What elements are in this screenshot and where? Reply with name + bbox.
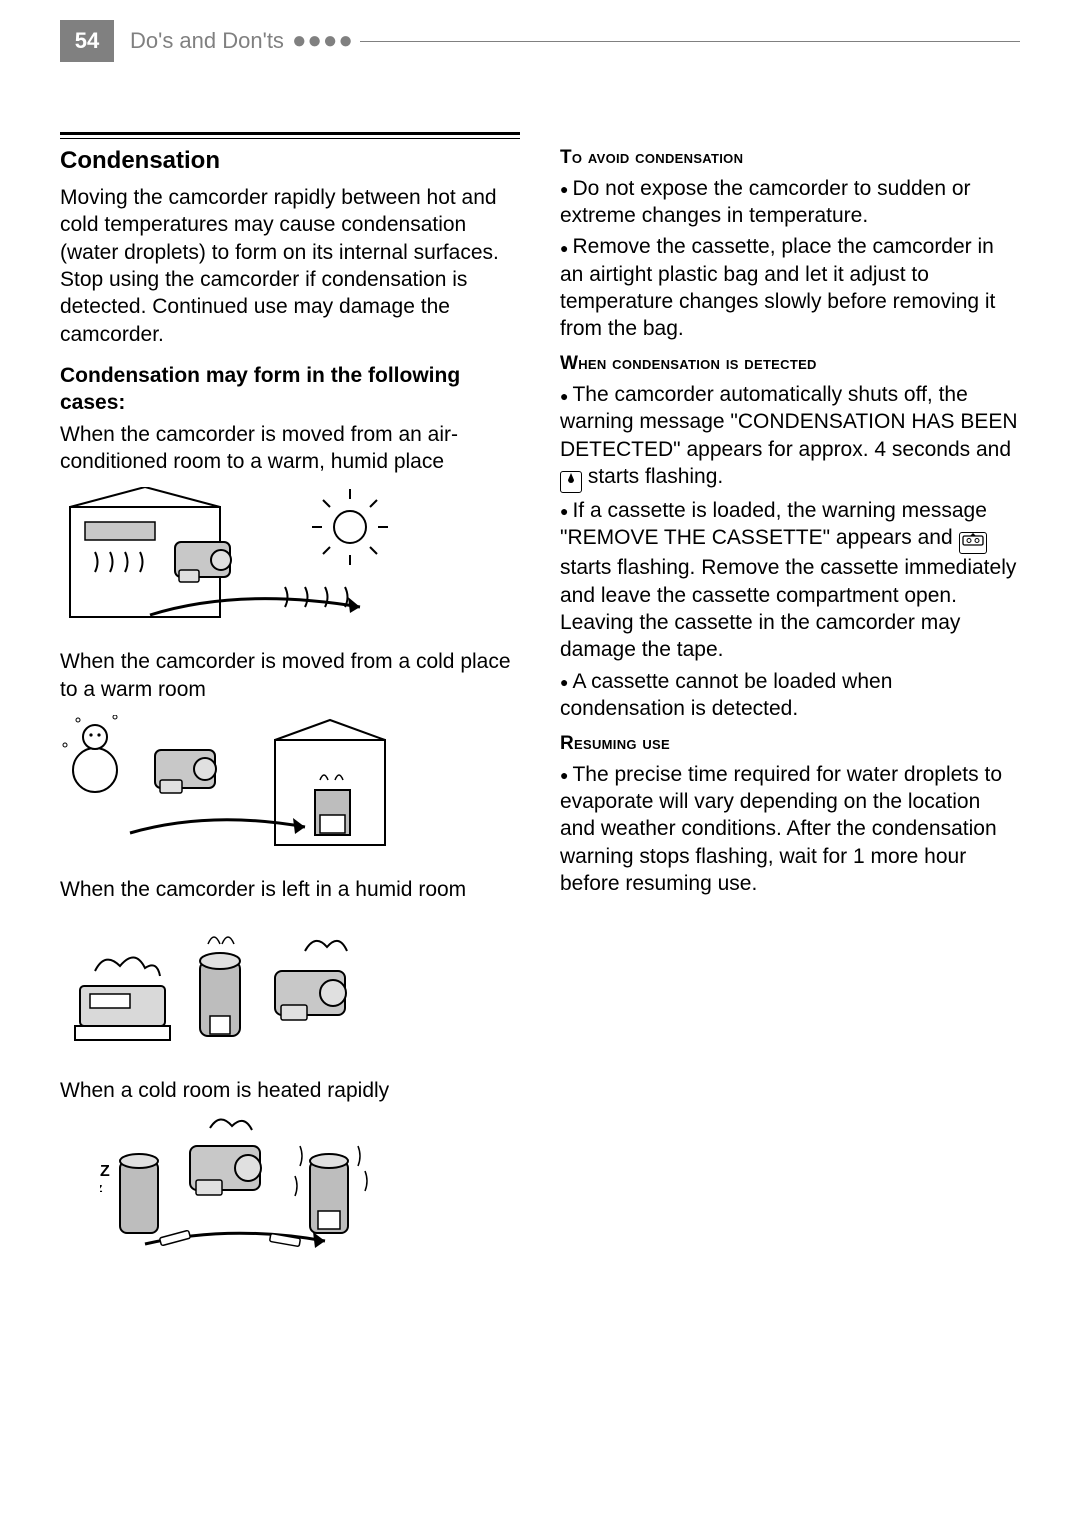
detected-3-text: A cassette cannot be loaded when condens… xyxy=(560,670,892,720)
two-column-layout: Condensation Moving the camcorder rapidl… xyxy=(60,92,1020,1274)
detected-bullet-3: ●A cassette cannot be loaded when conden… xyxy=(560,668,1020,723)
left-column: Condensation Moving the camcorder rapidl… xyxy=(60,92,520,1274)
resume-1-text: The precise time required for water drop… xyxy=(560,763,1002,895)
condensation-heading: Condensation xyxy=(60,145,520,176)
bullet-icon: ● xyxy=(560,767,568,783)
detected-2b-text: starts flashing. Remove the cassette imm… xyxy=(560,556,1016,661)
bullet-icon: ● xyxy=(560,503,568,519)
manual-page: 54 Do's and Don'ts ●●●● Condensation Mov… xyxy=(0,0,1080,1534)
detected-1b-text: starts flashing. xyxy=(582,465,723,488)
title-rule xyxy=(60,132,520,139)
section-name: Do's and Don'ts xyxy=(130,28,284,54)
svg-text:Z: Z xyxy=(100,1163,110,1180)
detected-bullet-1: ●The camcorder automatically shuts off, … xyxy=(560,381,1020,493)
detected-1a-text: The camcorder automatically shuts off, t… xyxy=(560,383,1018,461)
header-dots-icon: ●●●● xyxy=(292,27,354,55)
bullet-icon: ● xyxy=(560,388,568,404)
bullet-icon: ● xyxy=(560,240,568,256)
avoid-bullet-1: ●Do not expose the camcorder to sudden o… xyxy=(560,175,1020,230)
illustration-humid-room-icon xyxy=(60,916,400,1056)
case-3-text: When the camcorder is left in a humid ro… xyxy=(60,876,520,903)
detected-bullet-2: ●If a cassette is loaded, the warning me… xyxy=(560,497,1020,663)
avoid-1-text: Do not expose the camcorder to sudden or… xyxy=(560,177,971,227)
cassette-eject-icon xyxy=(959,532,987,554)
bullet-icon: ● xyxy=(560,181,568,197)
header-rule xyxy=(360,41,1020,42)
detected-heading: When condensation is detected xyxy=(560,352,1020,377)
detected-2a-text: If a cassette is loaded, the warning mes… xyxy=(560,499,987,549)
avoid-bullet-2: ●Remove the cassette, place the camcorde… xyxy=(560,233,1020,342)
bullet-icon: ● xyxy=(560,674,568,690)
case-4-text: When a cold room is heated rapidly xyxy=(60,1077,520,1104)
illustration-heated-room-icon: Z z z xyxy=(100,1116,400,1256)
page-number: 54 xyxy=(60,20,114,62)
cases-subheading: Condensation may form in the following c… xyxy=(60,362,520,417)
intro-paragraph: Moving the camcorder rapidly between hot… xyxy=(60,184,520,348)
avoid-2-text: Remove the cassette, place the camcorder… xyxy=(560,235,995,340)
illustration-cold-to-warm-icon xyxy=(60,715,400,855)
page-header: 54 Do's and Don'ts ●●●● xyxy=(60,0,1020,92)
case-2-text: When the camcorder is moved from a cold … xyxy=(60,648,520,703)
resuming-use-heading: Resuming use xyxy=(560,732,1020,757)
section-breadcrumb: Do's and Don'ts ●●●● xyxy=(130,27,1020,55)
resume-bullet-1: ●The precise time required for water dro… xyxy=(560,761,1020,897)
svg-text:z: z xyxy=(100,1180,103,1195)
avoid-condensation-heading: To avoid condensation xyxy=(560,146,1020,171)
case-1-text: When the camcorder is moved from an air-… xyxy=(60,421,520,476)
illustration-ac-to-humid-icon xyxy=(60,487,400,627)
right-column: To avoid condensation ●Do not expose the… xyxy=(560,92,1020,1274)
condensation-drop-icon xyxy=(560,471,582,493)
